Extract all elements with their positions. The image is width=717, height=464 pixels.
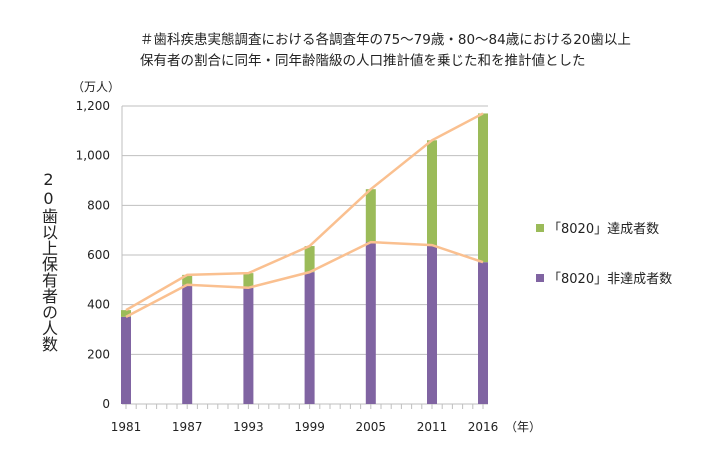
x-unit: （年）	[505, 420, 541, 434]
y-tick-label: 400	[87, 298, 110, 312]
x-tick-label: 2016	[468, 420, 499, 434]
legend-label: 「8020」非達成者数	[548, 272, 673, 287]
bar-segment-not-achieved	[365, 242, 376, 404]
legend-label: 「8020」達成者数	[548, 222, 660, 237]
x-tick-label: 2005	[356, 420, 387, 434]
y-tick-label: 800	[87, 198, 110, 212]
y-tick-label: 1,000	[76, 149, 110, 163]
bar-segment-not-achieved	[427, 245, 437, 404]
x-tick-label: 1993	[233, 420, 264, 434]
bar-segment-not-achieved	[121, 316, 131, 404]
bar-segment-achieved	[427, 140, 437, 246]
series-line-total	[125, 112, 484, 312]
y-tick-label: 600	[87, 248, 110, 262]
bar-segment-not-achieved	[478, 262, 488, 404]
y-axis-label: 20歯以上保有者の人数	[39, 170, 58, 352]
legend-item-not-achieved: 「8020」非達成者数	[536, 268, 672, 287]
y-tick-label: 200	[87, 347, 110, 361]
chart-note: ＃歯科疾患実態調査における各調査年の75～79歳・80～84歳における20歯以上…	[140, 32, 631, 69]
bar-segment-not-achieved	[182, 284, 193, 404]
x-tick-label: 1981	[111, 420, 142, 434]
bar-segment-achieved	[478, 113, 488, 263]
y-unit: （万人）	[72, 80, 121, 94]
x-tick-label: 1999	[294, 420, 325, 434]
x-tick-label: 2011	[417, 420, 448, 434]
series-line-not-achieved	[125, 240, 484, 318]
bar-segment-achieved	[182, 274, 193, 285]
legend-swatch-green	[536, 223, 544, 232]
bar-segment-achieved	[121, 310, 131, 317]
bar-segment-achieved	[304, 246, 315, 273]
x-tick-label: 1987	[172, 420, 203, 434]
legend-swatch-purple	[536, 273, 544, 282]
y-tick-label: 1,200	[76, 99, 110, 113]
y-tick-label: 0	[102, 397, 110, 411]
bar-segment-achieved	[365, 189, 376, 243]
bar-segment-not-achieved	[304, 272, 315, 404]
bar-segment-not-achieved	[243, 287, 254, 404]
legend-item-achieved: 「8020」達成者数	[536, 218, 659, 237]
bar-segment-achieved	[243, 273, 254, 288]
